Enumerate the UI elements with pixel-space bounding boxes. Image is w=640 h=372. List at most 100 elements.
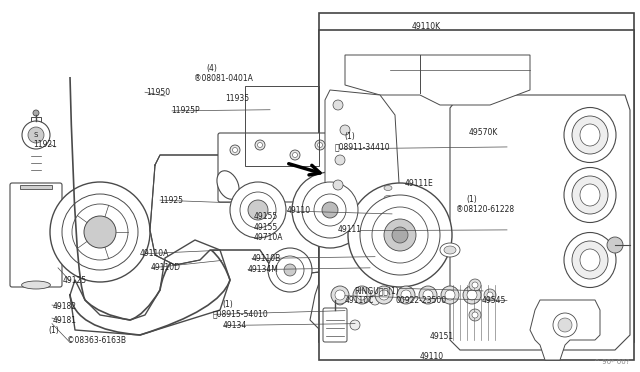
FancyBboxPatch shape	[323, 308, 347, 342]
Ellipse shape	[384, 186, 392, 190]
Circle shape	[284, 264, 296, 276]
Text: Ⓝ08911-34410: Ⓝ08911-34410	[335, 142, 390, 151]
Text: (1): (1)	[466, 195, 477, 203]
Ellipse shape	[381, 183, 395, 193]
Text: 00922-23500: 00922-23500	[396, 296, 447, 305]
Circle shape	[472, 312, 478, 318]
Text: 11925: 11925	[159, 196, 183, 205]
Circle shape	[397, 286, 415, 304]
Circle shape	[340, 125, 350, 135]
Text: RINGUング(1): RINGUング(1)	[354, 286, 399, 295]
Text: S: S	[34, 132, 38, 138]
Text: ®08081-0401A: ®08081-0401A	[194, 74, 253, 83]
Text: 49110B: 49110B	[252, 254, 281, 263]
Bar	[319, 13, 634, 342]
Text: 49125: 49125	[63, 276, 87, 285]
Circle shape	[553, 313, 577, 337]
Text: (1): (1)	[344, 132, 355, 141]
Text: 49110D: 49110D	[150, 263, 180, 272]
Text: 49570K: 49570K	[469, 128, 499, 137]
Circle shape	[467, 290, 477, 300]
Circle shape	[370, 295, 380, 305]
FancyBboxPatch shape	[374, 151, 396, 171]
Circle shape	[322, 202, 338, 218]
Circle shape	[268, 248, 312, 292]
Circle shape	[255, 140, 265, 150]
Circle shape	[230, 182, 286, 238]
Polygon shape	[345, 55, 530, 105]
FancyBboxPatch shape	[10, 183, 62, 287]
Circle shape	[401, 290, 411, 300]
Circle shape	[230, 145, 240, 155]
Bar	[31, 117, 41, 147]
Circle shape	[232, 148, 237, 153]
FancyBboxPatch shape	[218, 133, 337, 202]
Circle shape	[315, 140, 325, 150]
Circle shape	[292, 153, 298, 157]
Circle shape	[84, 216, 116, 248]
Text: ^ 90* 00?: ^ 90* 00?	[595, 359, 630, 365]
Text: 11921: 11921	[33, 140, 57, 149]
Circle shape	[558, 318, 572, 332]
Ellipse shape	[572, 241, 608, 279]
Ellipse shape	[564, 167, 616, 222]
Circle shape	[469, 309, 481, 321]
Text: 49155: 49155	[254, 223, 278, 232]
Text: (1): (1)	[48, 326, 59, 335]
Circle shape	[419, 286, 437, 304]
Ellipse shape	[580, 249, 600, 271]
Circle shape	[314, 194, 346, 226]
Text: 49110: 49110	[287, 206, 311, 215]
Circle shape	[33, 110, 39, 116]
Text: (1): (1)	[223, 300, 234, 309]
Circle shape	[348, 183, 452, 287]
FancyBboxPatch shape	[369, 133, 389, 149]
Ellipse shape	[580, 124, 600, 146]
Text: 11935: 11935	[225, 94, 250, 103]
Circle shape	[333, 100, 343, 110]
Text: 49110A: 49110A	[140, 249, 169, 258]
Text: 49155: 49155	[254, 212, 278, 221]
Circle shape	[392, 227, 408, 243]
Circle shape	[248, 200, 268, 220]
Ellipse shape	[217, 171, 239, 199]
Circle shape	[445, 290, 455, 300]
Circle shape	[352, 76, 364, 88]
Circle shape	[335, 290, 345, 300]
Circle shape	[359, 334, 371, 346]
Text: 11925P: 11925P	[172, 106, 200, 115]
Bar	[319, 30, 634, 360]
Circle shape	[472, 282, 478, 288]
Circle shape	[257, 142, 262, 148]
Text: 49134: 49134	[223, 321, 247, 330]
Ellipse shape	[444, 246, 456, 254]
Text: 49111E: 49111E	[405, 179, 434, 187]
Ellipse shape	[572, 116, 608, 154]
Circle shape	[276, 256, 304, 284]
Text: 49134M: 49134M	[248, 265, 278, 274]
Circle shape	[335, 295, 345, 305]
Polygon shape	[310, 265, 400, 335]
Text: 49151: 49151	[430, 332, 454, 341]
Circle shape	[379, 290, 389, 300]
Text: (4): (4)	[206, 64, 217, 73]
Ellipse shape	[22, 281, 51, 289]
Text: ®08120-61228: ®08120-61228	[456, 205, 514, 214]
Circle shape	[50, 182, 150, 282]
Ellipse shape	[564, 232, 616, 288]
Text: ⓜ08915-54010: ⓜ08915-54010	[213, 310, 269, 319]
Circle shape	[353, 286, 371, 304]
Circle shape	[344, 94, 356, 106]
Circle shape	[463, 286, 481, 304]
Circle shape	[469, 279, 481, 291]
Text: 11950: 11950	[146, 88, 170, 97]
Circle shape	[487, 292, 493, 298]
Polygon shape	[325, 90, 400, 220]
Circle shape	[350, 320, 360, 330]
Bar	[245, 86, 319, 166]
Circle shape	[362, 337, 368, 343]
Polygon shape	[150, 155, 360, 275]
Circle shape	[28, 127, 44, 143]
Circle shape	[335, 155, 345, 165]
Ellipse shape	[440, 243, 460, 257]
